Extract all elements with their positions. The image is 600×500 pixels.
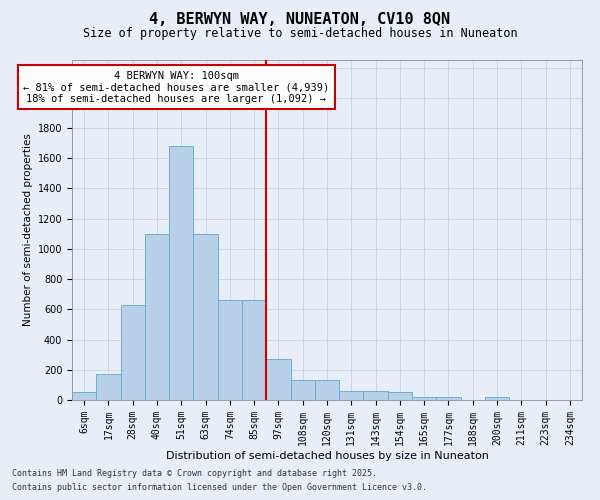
Bar: [339, 391, 364, 400]
Y-axis label: Number of semi-detached properties: Number of semi-detached properties: [23, 134, 34, 326]
Bar: [145, 234, 169, 400]
Text: Contains HM Land Registry data © Crown copyright and database right 2025.: Contains HM Land Registry data © Crown c…: [12, 468, 377, 477]
Text: 4, BERWYN WAY, NUNEATON, CV10 8QN: 4, BERWYN WAY, NUNEATON, CV10 8QN: [149, 12, 451, 28]
Bar: [388, 392, 412, 400]
Bar: [315, 380, 339, 400]
Bar: [193, 234, 218, 400]
Bar: [72, 392, 96, 400]
Bar: [485, 397, 509, 400]
Bar: [412, 397, 436, 400]
Text: 4 BERWYN WAY: 100sqm
← 81% of semi-detached houses are smaller (4,939)
18% of se: 4 BERWYN WAY: 100sqm ← 81% of semi-detac…: [23, 70, 329, 104]
Bar: [218, 300, 242, 400]
Bar: [169, 146, 193, 400]
Bar: [266, 359, 290, 400]
Text: Size of property relative to semi-detached houses in Nuneaton: Size of property relative to semi-detach…: [83, 28, 517, 40]
Bar: [96, 374, 121, 400]
Bar: [364, 391, 388, 400]
X-axis label: Distribution of semi-detached houses by size in Nuneaton: Distribution of semi-detached houses by …: [166, 450, 488, 460]
Text: Contains public sector information licensed under the Open Government Licence v3: Contains public sector information licen…: [12, 484, 427, 492]
Bar: [121, 305, 145, 400]
Bar: [290, 380, 315, 400]
Bar: [436, 397, 461, 400]
Bar: [242, 300, 266, 400]
